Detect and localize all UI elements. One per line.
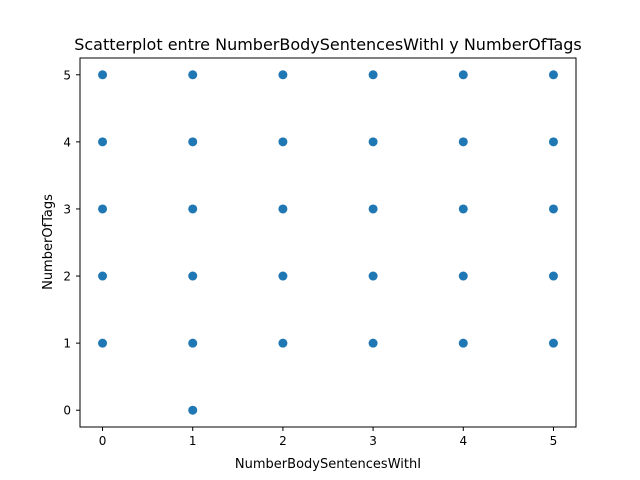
scatter-point-28 — [548, 204, 558, 214]
scatter-point-0 — [98, 338, 108, 348]
y-axis-label: NumberOfTags — [41, 194, 56, 290]
scatter-point-7 — [188, 271, 198, 281]
x-axis-label: NumberBodySentencesWithI — [235, 457, 421, 472]
scatter-point-13 — [278, 204, 288, 214]
x-tick-label-4: 4 — [459, 434, 467, 448]
x-tick-label-5: 5 — [550, 434, 558, 448]
points-layer — [98, 70, 558, 415]
scatter-point-24 — [458, 137, 468, 147]
y-tick-label-2: 2 — [63, 270, 71, 284]
scatter-point-19 — [368, 137, 378, 147]
scatter-point-29 — [548, 137, 558, 147]
scatter-point-20 — [368, 70, 378, 80]
scatter-point-22 — [458, 271, 468, 281]
scatter-point-1 — [98, 271, 108, 281]
y-tick-label-1: 1 — [63, 337, 71, 351]
scatter-point-8 — [188, 204, 198, 214]
y-tick-label-5: 5 — [63, 68, 71, 82]
x-tick-label-0: 0 — [99, 434, 107, 448]
scatter-point-4 — [98, 70, 108, 80]
plot-frame — [79, 57, 577, 428]
scatter-point-21 — [458, 338, 468, 348]
scatter-point-16 — [368, 338, 378, 348]
scatter-point-26 — [548, 338, 558, 348]
scatter-point-14 — [278, 137, 288, 147]
x-axis-ticks: 0 1 2 3 4 5 — [99, 427, 558, 448]
x-tick-label-3: 3 — [369, 434, 377, 448]
y-tick-label-4: 4 — [63, 135, 71, 149]
scatter-point-12 — [278, 271, 288, 281]
y-tick-label-3: 3 — [63, 202, 71, 216]
x-tick-label-1: 1 — [189, 434, 197, 448]
scatter-point-17 — [368, 271, 378, 281]
scatter-point-9 — [188, 137, 198, 147]
y-tick-label-0: 0 — [63, 404, 71, 418]
chart-title: Scatterplot entre NumberBodySentencesWit… — [74, 35, 582, 54]
scatter-point-2 — [98, 204, 108, 214]
scatter-point-23 — [458, 204, 468, 214]
scatter-point-5 — [188, 405, 198, 415]
scatter-point-10 — [188, 70, 198, 80]
scatter-point-11 — [278, 338, 288, 348]
scatter-point-25 — [458, 70, 468, 80]
x-tick-label-2: 2 — [279, 434, 287, 448]
scatter-point-30 — [548, 70, 558, 80]
scatter-point-27 — [548, 271, 558, 281]
scatter-point-6 — [188, 338, 198, 348]
y-axis-ticks: 0 1 2 3 4 5 — [63, 68, 80, 418]
scatter-point-3 — [98, 137, 108, 147]
scatter-point-15 — [278, 70, 288, 80]
scatter-point-18 — [368, 204, 378, 214]
